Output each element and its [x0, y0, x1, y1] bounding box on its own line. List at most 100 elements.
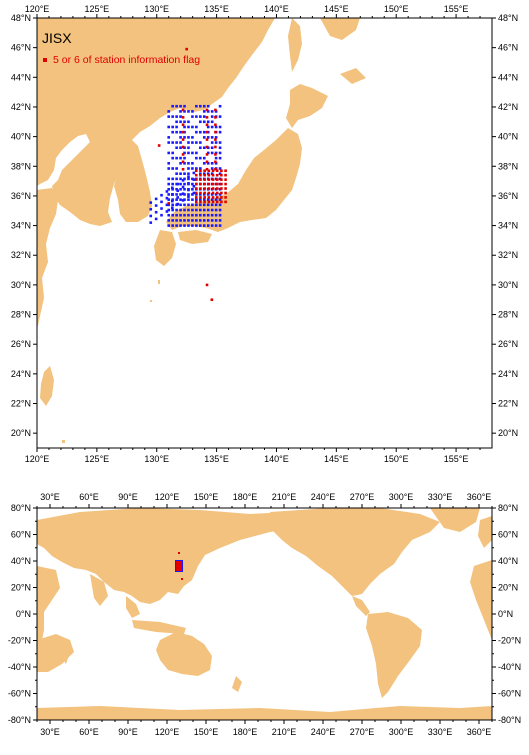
lat-label-left: -60°N [8, 689, 31, 699]
station-point [195, 130, 198, 134]
lon-label-top: 60°E [79, 492, 99, 502]
world-map-ticks: 30°E 30°E 60°E 60°E 90°E 90°E 120°E 120°E 150°E 1… [8, 492, 521, 737]
lon-label-bottom: 120°E [25, 454, 50, 464]
station-point [183, 110, 186, 113]
station-point [187, 213, 190, 217]
station-point [179, 162, 182, 165]
station-point [206, 203, 210, 207]
station-point [160, 200, 163, 204]
station-point [176, 202, 179, 206]
station-point [206, 224, 210, 227]
station-point [181, 138, 185, 141]
station-point [207, 169, 211, 173]
station-point [206, 208, 210, 212]
station-point [179, 203, 182, 207]
station-point [194, 200, 198, 204]
station-point [199, 120, 202, 124]
station-point [214, 198, 218, 201]
station-point [199, 156, 202, 160]
lat-label-right: 30°N [498, 280, 518, 290]
station-point [214, 156, 218, 160]
station-point [206, 104, 210, 108]
station-point [199, 173, 202, 177]
station-point [218, 224, 222, 227]
station-point [167, 208, 171, 212]
station-point [206, 151, 210, 155]
station-point [207, 187, 211, 190]
station-point [210, 203, 214, 207]
station-point [199, 178, 202, 181]
station-point [171, 187, 174, 191]
station-point [175, 167, 178, 170]
station-point [199, 167, 202, 170]
station-point [214, 167, 217, 171]
station-point [203, 178, 206, 181]
lat-label-left: 44°N [11, 72, 31, 82]
station-point [149, 207, 153, 211]
station-point [187, 193, 190, 196]
station-point [199, 146, 202, 150]
station-point [218, 219, 222, 222]
station-point [224, 173, 227, 177]
station-point [195, 224, 198, 227]
station-point [199, 196, 202, 199]
station-point [202, 172, 206, 175]
legend-marker [43, 58, 47, 62]
station-point [203, 200, 206, 204]
station-point [210, 120, 214, 124]
station-point [210, 172, 214, 175]
station-point [183, 224, 186, 227]
station-point [205, 167, 209, 171]
station-point [191, 187, 194, 191]
lon-label-top: 150°E [194, 492, 219, 502]
station-point [210, 146, 214, 150]
station-point [218, 213, 222, 217]
station-point [187, 203, 190, 207]
station-point [202, 219, 206, 222]
lat-label-left: -20°N [8, 636, 31, 646]
lat-label-right: -60°N [498, 689, 521, 699]
world-land [37, 508, 492, 720]
station-point [224, 182, 227, 186]
lon-label-top: 120°E [25, 4, 50, 14]
station-point [214, 136, 218, 139]
station-point [183, 120, 186, 124]
station-point [210, 167, 214, 170]
lon-label-bottom: 270°E [350, 727, 375, 737]
station-point [175, 115, 178, 118]
station-point [195, 115, 198, 118]
station-point [175, 156, 178, 160]
station-point [214, 151, 218, 155]
station-point [210, 136, 214, 139]
station-point [187, 136, 190, 139]
station-point [194, 191, 198, 195]
station-point [199, 169, 202, 173]
lon-label-top: 360°E [467, 492, 492, 502]
station-point [167, 182, 171, 186]
station-point [171, 203, 174, 207]
station-point [187, 182, 190, 185]
station-point [179, 208, 182, 212]
lon-label-bottom: 125°E [85, 454, 110, 464]
lon-label-bottom: 140°E [264, 454, 289, 464]
station-point [183, 198, 186, 201]
station-point [183, 219, 186, 222]
station-point [202, 208, 206, 212]
lon-label-top: 210°E [272, 492, 297, 502]
station-point [211, 191, 215, 195]
station-point [210, 141, 214, 144]
lon-label-top: 155°E [444, 4, 469, 14]
station-point [206, 193, 210, 196]
lon-label-top: 145°E [324, 4, 349, 14]
station-point [187, 208, 190, 212]
station-point [202, 224, 206, 227]
station-point [210, 193, 214, 196]
station-point [175, 224, 178, 227]
station-point [179, 193, 182, 196]
station-point [175, 130, 178, 134]
station-point [181, 160, 185, 164]
station-point [218, 151, 222, 155]
lon-label-bottom: 300°E [389, 727, 414, 737]
station-point [194, 178, 198, 181]
station-point [211, 173, 215, 177]
